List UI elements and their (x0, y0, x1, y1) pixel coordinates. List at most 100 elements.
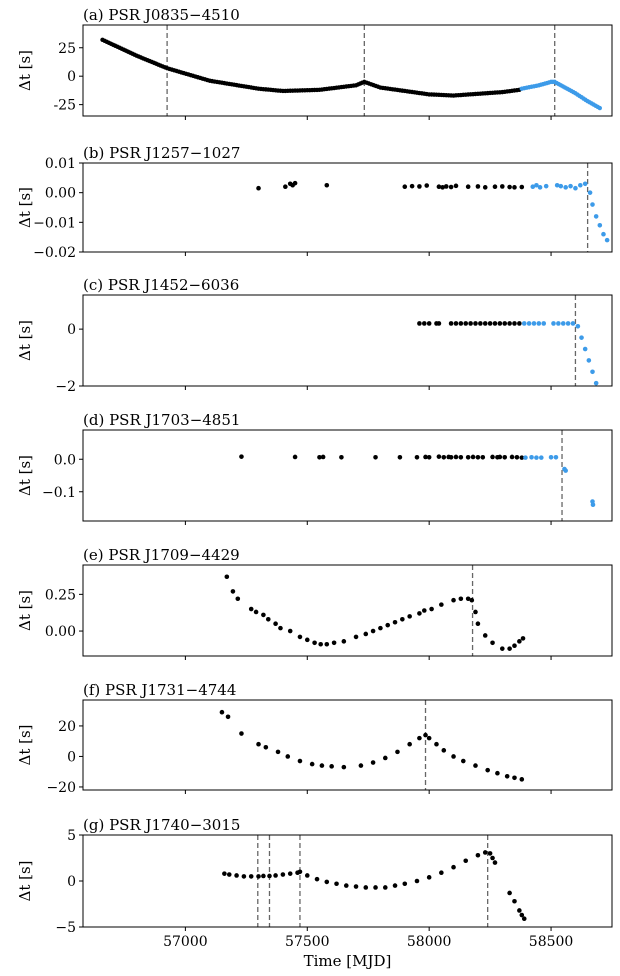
data-point (353, 884, 359, 889)
data-point (482, 321, 488, 326)
data-point (563, 185, 568, 190)
y-axis-label: Δt [s] (16, 50, 34, 91)
data-point (226, 872, 232, 877)
data-point (363, 885, 369, 890)
data-point (593, 380, 599, 386)
data-point (590, 369, 595, 375)
data-point (317, 455, 322, 460)
data-point (573, 185, 578, 191)
data-point (519, 912, 525, 918)
data-point (373, 885, 378, 890)
data-point (358, 763, 364, 768)
panel-title: (b) PSR J1257−1027 (83, 144, 240, 162)
data-point (292, 180, 298, 186)
data-point (382, 885, 388, 890)
data-point (543, 183, 549, 189)
data-point (256, 185, 261, 191)
data-point (548, 455, 554, 460)
data-point (465, 455, 471, 460)
data-point (436, 454, 442, 459)
data-point (426, 455, 432, 460)
data-point (275, 749, 281, 755)
y-tick-label: −5 (55, 920, 76, 936)
data-point (551, 321, 556, 326)
data-point (570, 321, 576, 326)
y-tick-label: 0 (67, 69, 76, 85)
y-tick-label: 0.25 (45, 587, 76, 603)
data-point (502, 321, 508, 326)
data-point (339, 455, 344, 460)
y-tick-label: 20 (58, 719, 76, 735)
data-point (553, 455, 559, 460)
data-point (421, 608, 427, 613)
axes-frame (82, 162, 613, 253)
data-point (448, 321, 454, 326)
data-point (463, 858, 469, 864)
data-point (309, 761, 315, 767)
y-axis-label: Δt [s] (16, 455, 34, 496)
data-point (402, 184, 408, 190)
data-point (448, 455, 454, 460)
data-point (423, 454, 428, 460)
data-point (395, 749, 400, 755)
data-point (502, 455, 508, 460)
data-point (582, 181, 588, 187)
data-point (590, 202, 595, 207)
data-point (465, 184, 471, 190)
x-tick-label: 58500 (529, 934, 574, 950)
data-point (465, 596, 471, 602)
data-point (392, 619, 398, 625)
data-point (590, 502, 596, 508)
data-point (440, 185, 445, 190)
y-tick-label: −0.02 (33, 245, 76, 261)
data-point (460, 758, 466, 764)
data-point (504, 773, 510, 779)
data-point (382, 755, 388, 761)
data-point (490, 640, 495, 646)
data-point (507, 321, 512, 326)
y-axis-label: Δt [s] (16, 860, 34, 901)
y-axis-label: Δt [s] (16, 724, 34, 765)
data-point (235, 596, 241, 602)
data-point (441, 455, 447, 460)
y-tick-label: −0.1 (42, 485, 76, 501)
x-tick-label: 57500 (285, 934, 330, 950)
data-point (556, 321, 561, 326)
data-point (397, 455, 403, 460)
data-point (512, 321, 517, 326)
data-point (507, 890, 512, 896)
data-point (423, 732, 428, 738)
y-tick-label: 5 (67, 828, 76, 844)
data-point (304, 873, 310, 878)
data-point (273, 873, 278, 878)
data-point (509, 454, 515, 460)
data-point (436, 321, 442, 326)
data-point (453, 454, 459, 460)
data-point (554, 182, 560, 188)
data-point (324, 879, 330, 885)
data-point (487, 851, 493, 856)
data-point (495, 770, 500, 776)
axes-frame (82, 699, 613, 791)
data-point (224, 574, 230, 580)
data-point (534, 455, 539, 460)
axes-frame (82, 834, 613, 928)
data-point (517, 321, 522, 326)
data-point (517, 639, 522, 644)
data-point (319, 763, 325, 768)
data-point (519, 777, 525, 782)
panel-title: (f) PSR J1731−4744 (83, 681, 236, 699)
data-point (287, 628, 293, 634)
data-point (512, 185, 517, 190)
data-point (219, 709, 225, 715)
plot-area (239, 430, 596, 521)
data-point (490, 454, 495, 460)
data-point (499, 646, 505, 651)
x-tick-label: 58000 (407, 934, 452, 950)
data-point (256, 741, 261, 747)
data-point (402, 881, 408, 887)
data-point (343, 883, 349, 888)
data-point (539, 455, 544, 460)
data-point (429, 606, 434, 612)
